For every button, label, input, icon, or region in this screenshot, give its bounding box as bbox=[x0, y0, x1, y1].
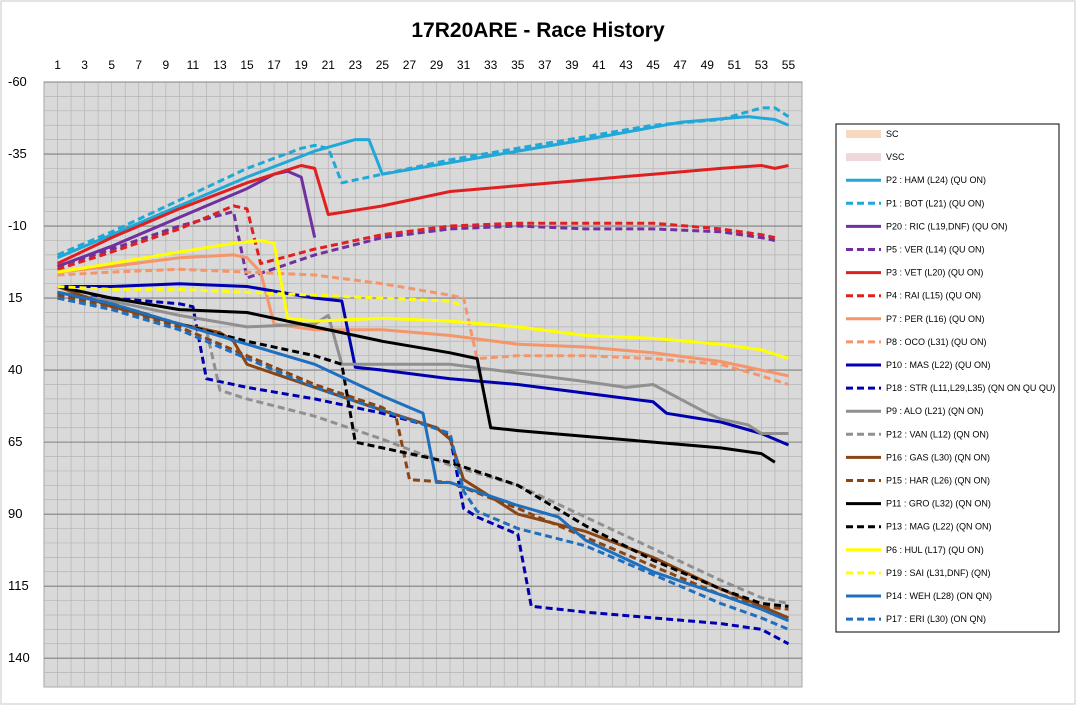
x-tick-label: 41 bbox=[592, 58, 606, 72]
x-tick-label: 5 bbox=[108, 58, 115, 72]
legend-label: P11 : GRO (L32) (QN ON) bbox=[886, 499, 991, 509]
series-line bbox=[57, 239, 789, 361]
legend-swatch bbox=[846, 130, 881, 138]
series-line bbox=[56, 106, 790, 257]
x-tick-label: 9 bbox=[162, 58, 169, 72]
legend-label: P5 : VER (L14) (QU ON) bbox=[886, 245, 985, 255]
series-line bbox=[57, 293, 790, 646]
legend-label: P2 : HAM (L24) (QU ON) bbox=[886, 175, 986, 185]
legend-label: P9 : ALO (L21) (QN ON) bbox=[886, 406, 984, 416]
legend-label: P18 : STR (L11,L29,L35) (QN ON QU QU) bbox=[886, 383, 1055, 393]
series-line bbox=[57, 285, 465, 309]
legend-label: P15 : HAR (L26) (QN ON) bbox=[886, 476, 990, 486]
series-lines bbox=[56, 106, 790, 646]
x-tick-label: 55 bbox=[782, 58, 796, 72]
x-tick-label: 3 bbox=[81, 58, 88, 72]
legend-label: P13 : MAG (L22) (QN ON) bbox=[886, 522, 992, 532]
y-tick-label: 40 bbox=[8, 362, 22, 377]
x-tick-label: 17 bbox=[267, 58, 281, 72]
series-line bbox=[57, 285, 776, 464]
y-tick-label: 115 bbox=[8, 578, 29, 593]
x-tick-label: 19 bbox=[294, 58, 308, 72]
x-tick-label: 21 bbox=[322, 58, 336, 72]
x-tick-label: 43 bbox=[619, 58, 633, 72]
legend-label: P12 : VAN (L12) (QN ON) bbox=[886, 429, 989, 439]
series-line bbox=[57, 290, 789, 435]
x-tick-label: 51 bbox=[728, 58, 742, 72]
x-tick-label: 15 bbox=[240, 58, 254, 72]
x-axis-ticks: 1 3 5 7 9 11 13 15 17 19 21 23 25 27 29 31 33 35 37 39 41 43 4… bbox=[54, 58, 795, 72]
legend-label: P17 : ERI (L30) (ON QN) bbox=[886, 614, 986, 624]
x-tick-label: 39 bbox=[565, 58, 579, 72]
y-tick-label: 140 bbox=[8, 650, 30, 665]
series-line bbox=[57, 290, 790, 623]
legend-label: P8 : OCO (L31) (QU ON) bbox=[886, 337, 987, 347]
x-tick-label: 37 bbox=[538, 58, 552, 72]
y-tick-label: -10 bbox=[8, 218, 27, 233]
x-tick-label: 7 bbox=[135, 58, 142, 72]
series-line bbox=[56, 164, 789, 265]
legend-label: P19 : SAI (L31,DNF) (QN) bbox=[886, 568, 991, 578]
series-line bbox=[57, 267, 789, 386]
y-axis-ticks: -60 -35 -10 15 40 65 90 115 140 bbox=[8, 74, 30, 665]
legend-label: P6 : HUL (L17) (QU ON) bbox=[886, 545, 984, 555]
x-tick-label: 11 bbox=[187, 58, 200, 72]
legend-swatch bbox=[846, 153, 881, 162]
series-line bbox=[56, 169, 317, 268]
y-tick-label: 65 bbox=[8, 434, 22, 449]
legend-label: P1 : BOT (L21) (QU ON) bbox=[886, 198, 984, 208]
y-tick-label: -60 bbox=[8, 74, 27, 89]
series-line bbox=[57, 296, 790, 631]
x-tick-label: 25 bbox=[376, 58, 390, 72]
series-line bbox=[57, 282, 790, 447]
y-tick-label: 15 bbox=[8, 290, 22, 305]
x-tick-label: 27 bbox=[403, 58, 417, 72]
legend-label: P16 : GAS (L30) (QN ON) bbox=[886, 452, 990, 462]
legend-label: SC bbox=[886, 129, 899, 139]
x-tick-label: 29 bbox=[430, 58, 444, 72]
legend-label: P4 : RAI (L15) (QU ON) bbox=[886, 291, 981, 301]
x-tick-label: 1 bbox=[54, 58, 61, 72]
legend-label: P14 : WEH (L28) (ON QN) bbox=[886, 591, 992, 601]
legend-label: P20 : RIC (L19,DNF) (QU ON) bbox=[886, 221, 1008, 231]
y-tick-label: 90 bbox=[8, 506, 22, 521]
legend bbox=[835, 123, 1060, 633]
x-tick-label: 53 bbox=[755, 58, 769, 72]
x-tick-label: 31 bbox=[457, 58, 471, 72]
legend-label: P7 : PER (L16) (QU ON) bbox=[886, 314, 985, 324]
x-tick-label: 13 bbox=[213, 58, 227, 72]
legend-label: P10 : MAS (L22) (QU ON) bbox=[886, 360, 991, 370]
legend-label: VSC bbox=[886, 152, 905, 162]
x-tick-label: 49 bbox=[701, 58, 715, 72]
x-tick-label: 23 bbox=[349, 58, 363, 72]
x-tick-label: 45 bbox=[646, 58, 660, 72]
series-line bbox=[56, 115, 790, 260]
x-tick-label: 33 bbox=[484, 58, 498, 72]
x-tick-label: 47 bbox=[673, 58, 687, 72]
series-line bbox=[57, 204, 776, 271]
y-tick-label: -35 bbox=[8, 146, 27, 161]
x-tick-label: 35 bbox=[511, 58, 525, 72]
legend-entries: SC VSC P2 : HAM (L24) (QU ON) P1 : BOT (L21… bbox=[846, 129, 1055, 624]
chart-title: 17R20ARE - Race History bbox=[411, 19, 665, 42]
legend-label: P3 : VET (L20) (QU ON) bbox=[886, 268, 983, 278]
